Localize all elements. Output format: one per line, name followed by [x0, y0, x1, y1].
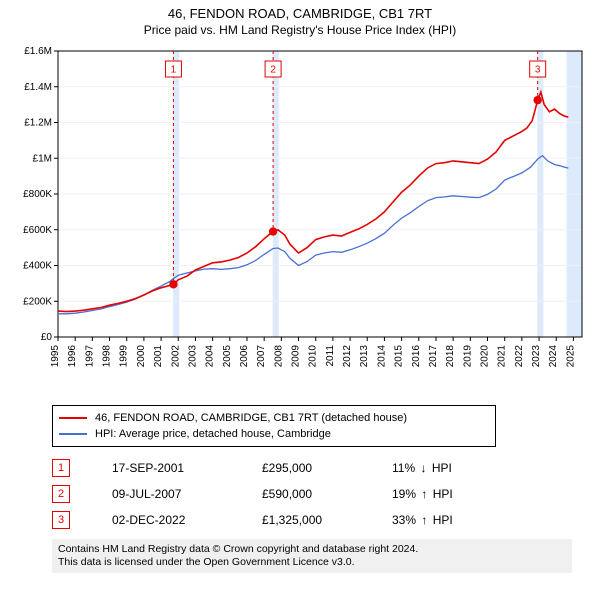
y-axis-label: £1.2M: [24, 118, 52, 129]
x-axis-label: 2005: [222, 345, 233, 368]
sales-row: 117-SEP-2001£295,00011% ↓ HPI: [52, 455, 590, 481]
x-axis-label: 1998: [102, 345, 113, 368]
sale-price: £295,000: [262, 461, 392, 475]
title-block: 46, FENDON ROAD, CAMBRIDGE, CB1 7RT Pric…: [10, 6, 590, 37]
y-axis-label: £1.6M: [24, 47, 52, 57]
sale-pct: 19%: [392, 487, 416, 501]
sale-pct: 33%: [392, 513, 416, 527]
sale-marker-dot: [533, 96, 541, 104]
footnote-line2: This data is licensed under the Open Gov…: [58, 556, 566, 569]
x-axis-label: 2012: [342, 345, 353, 368]
sale-marker-box: 3: [52, 511, 70, 529]
legend-row-property: 46, FENDON ROAD, CAMBRIDGE, CB1 7RT (det…: [59, 410, 489, 426]
y-axis-label: £0: [41, 332, 53, 343]
legend-swatch-property: [59, 417, 87, 419]
x-axis-label: 2025: [565, 345, 576, 368]
y-axis-label: £1M: [33, 153, 52, 164]
sale-pct: 11%: [392, 461, 415, 475]
y-axis-label: £1.4M: [24, 82, 52, 93]
sale-hpi-diff: 33% ↑ HPI: [392, 513, 532, 527]
sales-row: 302-DEC-2022£1,325,00033% ↑ HPI: [52, 507, 590, 533]
chart: £0 £200K £400K £600K £800K £1M £1.2M £1.4M £1.6M…: [10, 47, 590, 397]
sale-price: £1,325,000: [262, 513, 392, 527]
sale-marker-number: 2: [270, 65, 276, 76]
x-axis-label: 2021: [497, 345, 508, 368]
y-axis-label: £800K: [23, 189, 52, 200]
sale-price: £590,000: [262, 487, 392, 501]
x-axis-label: 1996: [67, 345, 78, 368]
sale-hpi-diff: 11% ↓ HPI: [392, 461, 532, 475]
x-axis-label: 2000: [136, 345, 147, 368]
y-axis-label: £200K: [23, 296, 52, 307]
sale-hpi-diff: 19% ↑ HPI: [392, 487, 532, 501]
y-axis-label: £400K: [23, 261, 52, 272]
sales-table: 117-SEP-2001£295,00011% ↓ HPI209-JUL-200…: [52, 455, 590, 533]
sale-hpi-label: HPI: [433, 487, 453, 501]
y-axis-label: £600K: [23, 225, 52, 236]
chart-svg: £0 £200K £400K £600K £800K £1M £1.2M £1.4M £1.6M…: [10, 47, 590, 397]
sale-marker-dot: [169, 280, 177, 288]
sales-row: 209-JUL-2007£590,00019% ↑ HPI: [52, 481, 590, 507]
sale-marker-box: 2: [52, 485, 70, 503]
sale-date: 09-JUL-2007: [70, 487, 262, 501]
x-axis-label: 1999: [119, 345, 130, 368]
x-axis-label: 2020: [480, 345, 491, 368]
x-axis-label: 2003: [187, 345, 198, 368]
legend: 46, FENDON ROAD, CAMBRIDGE, CB1 7RT (det…: [52, 405, 496, 447]
sale-hpi-label: HPI: [432, 461, 452, 475]
sale-date: 02-DEC-2022: [70, 513, 262, 527]
title-address: 46, FENDON ROAD, CAMBRIDGE, CB1 7RT: [10, 6, 590, 21]
x-axis-label: 2016: [411, 345, 422, 368]
arrow-up-icon: ↑: [419, 513, 429, 527]
sale-marker-box: 1: [52, 459, 70, 477]
report-container: 46, FENDON ROAD, CAMBRIDGE, CB1 7RT Pric…: [0, 0, 600, 590]
x-axis-label: 2007: [256, 345, 267, 368]
footnote-line1: Contains HM Land Registry data © Crown c…: [58, 543, 566, 556]
legend-row-hpi: HPI: Average price, detached house, Camb…: [59, 426, 489, 442]
title-subtitle: Price paid vs. HM Land Registry's House …: [10, 23, 590, 37]
x-axis-label: 2018: [445, 345, 456, 368]
sale-marker-dot: [269, 227, 277, 235]
footnote: Contains HM Land Registry data © Crown c…: [52, 539, 572, 573]
sale-hpi-label: HPI: [433, 513, 453, 527]
x-axis-label: 2004: [205, 345, 216, 368]
x-axis-label: 2019: [462, 345, 473, 368]
x-axis-label: 2022: [514, 345, 525, 368]
x-axis-label: 2009: [291, 345, 302, 368]
x-axis-label: 1995: [50, 345, 61, 368]
x-axis-label: 2013: [359, 345, 370, 368]
sale-marker-number: 1: [171, 65, 177, 76]
x-axis-label: 2002: [170, 345, 181, 368]
legend-swatch-hpi: [59, 433, 87, 435]
sale-date: 17-SEP-2001: [70, 461, 262, 475]
x-axis-label: 2001: [153, 345, 164, 368]
x-axis-label: 2017: [428, 345, 439, 368]
x-axis-label: 2010: [308, 345, 319, 368]
x-axis-label: 2008: [273, 345, 284, 368]
arrow-up-icon: ↑: [419, 487, 429, 501]
x-axis-label: 2011: [325, 345, 336, 367]
sale-marker-number: 3: [535, 65, 541, 76]
x-axis-label: 2024: [548, 345, 559, 368]
x-axis-label: 2023: [531, 345, 542, 368]
x-axis-label: 2014: [376, 345, 387, 368]
x-axis-label: 2015: [394, 345, 405, 368]
x-axis-label: 1997: [84, 345, 95, 368]
arrow-down-icon: ↓: [418, 461, 428, 475]
legend-label-property: 46, FENDON ROAD, CAMBRIDGE, CB1 7RT (det…: [95, 412, 407, 424]
legend-label-hpi: HPI: Average price, detached house, Camb…: [95, 428, 331, 440]
x-axis-label: 2006: [239, 345, 250, 368]
